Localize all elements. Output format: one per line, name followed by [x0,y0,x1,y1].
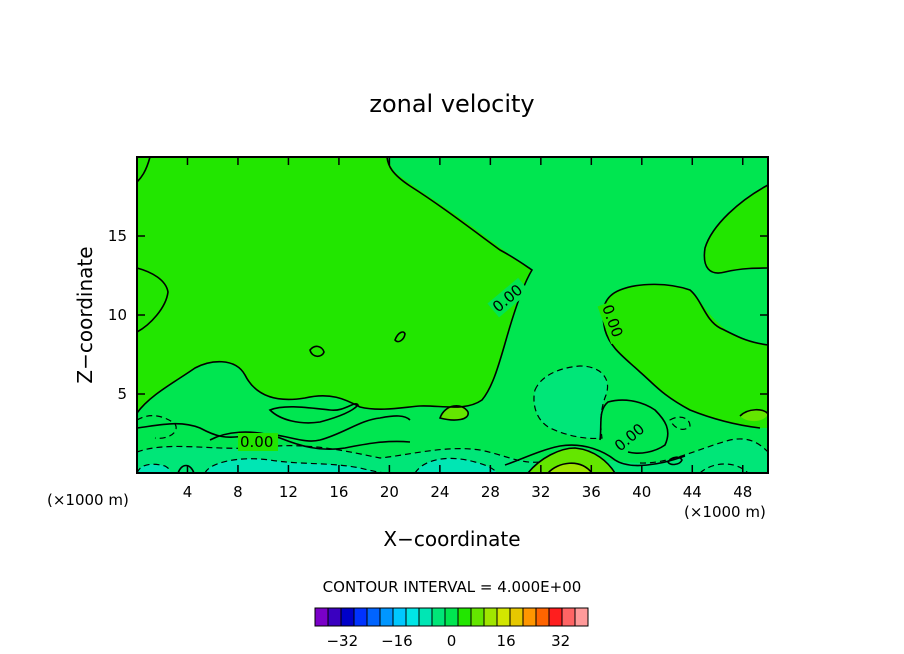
contour-interval-label: CONTOUR INTERVAL = 4.000E+00 [323,578,582,596]
colorbar-tick-label-3: 16 [497,632,516,650]
y-tick-label-1: 10 [108,306,127,324]
y-tick-label-2: 15 [108,227,127,245]
contour-zero-patch-c [438,405,469,421]
colorbar-swatch-17 [535,607,550,627]
contour-neg4-left [136,445,541,463]
contour-zero-mid-right [599,399,669,454]
x-unit-right: (×1000 m) [684,503,766,521]
field-band-positive-upper-left [137,268,168,332]
x-tick-label-3: 16 [329,483,348,501]
contour-zero-patch-g [177,464,195,474]
contour-neg4-mid [533,365,609,440]
contour-positive-bottom-inner [547,462,593,474]
colorbar-swatch-11 [457,607,472,627]
colorbar-swatch-15 [509,607,524,627]
contour-zero-top-left [136,156,151,183]
chart-title: zonal velocity [369,90,534,118]
field-band-positive-bottom [528,448,615,473]
contour-neg8-bottom-4 [699,463,749,474]
colorbar-swatch-20 [574,607,589,627]
colorbar-tick-label-4: 32 [551,632,570,650]
x-tick-label-7: 32 [531,483,550,501]
y-axis-label: Z−coordinate [73,246,97,383]
colorbar-swatch-6 [392,607,407,627]
colorbar [314,607,589,627]
contour-label-0: 0.00 [238,433,278,451]
colorbar-swatch-2 [340,607,355,627]
colorbar-swatch-5 [379,607,394,627]
x-tick-label-6: 28 [481,483,500,501]
colorbar-swatch-12 [470,607,485,627]
colorbar-tick-label-2: 0 [447,632,457,650]
contour-zero-patch-d [739,408,769,417]
y-axis: 5 10 15 [108,227,768,403]
contour-zero-lower-2 [209,431,411,451]
field-band-mid-negative-2 [415,458,497,473]
colorbar-tick-label-1: −16 [381,632,413,650]
colorbar-ticks: −32 −16 0 16 32 [326,632,570,650]
colorbar-swatch-16 [522,607,537,627]
x-tick-label-10: 44 [683,483,702,501]
contour-neg4-upper-left [136,415,177,439]
contour-neg4-upper-right [669,416,691,430]
y-tick-label-0: 5 [117,385,127,403]
contour-neg8-bottom-3 [136,463,171,474]
x-tick-label-1: 8 [233,483,243,501]
contour-neg4-right [639,438,769,464]
colorbar-swatch-8 [418,607,433,627]
colorbar-swatch-4 [366,607,381,627]
contour-zero-upper-right [703,184,769,274]
field-band-positive-patch-right [740,409,768,422]
x-axis: 4 8 12 16 20 24 28 32 36 40 44 48 [183,157,752,501]
colorbar-swatch-19 [561,607,576,627]
colorbar-swatch-9 [431,607,446,627]
x-tick-label-2: 12 [279,483,298,501]
contour-zero-upper-left [136,267,169,333]
colorbar-swatch-0 [314,607,329,627]
x-tick-label-11: 48 [733,483,752,501]
colorbar-swatch-14 [496,607,511,627]
x-unit-left: (×1000 m) [47,491,129,509]
colorbar-swatch-13 [483,607,498,627]
contour-label-0-text: 0.00 [240,433,273,451]
contour-zero-lower [136,415,411,442]
contour-lines-negative [136,365,769,474]
colorbar-swatch-10 [444,607,459,627]
contour-lines [136,156,769,474]
colorbar-swatch-18 [548,607,563,627]
contour-zero-patch-a [309,345,325,358]
colorbar-tick-label-0: −32 [326,632,358,650]
x-tick-label-4: 20 [380,483,399,501]
field-band-mid-negative [205,458,390,473]
field-band-weak-negative-mid [533,366,608,439]
x-tick-label-8: 36 [582,483,601,501]
x-tick-label-9: 40 [632,483,651,501]
x-tick-label-5: 24 [430,483,449,501]
x-tick-label-0: 4 [183,483,193,501]
contour-zero-patch-e [268,403,359,424]
plot-area: 0.00 0.00 0.00 0.00 [136,156,769,474]
contour-neg8-bottom-2 [414,457,498,474]
field-band-negative [137,157,768,473]
contour-zero-bottom [504,444,686,467]
contour-zero-patch-b [394,331,406,343]
colorbar-swatch-1 [327,607,342,627]
contour-positive-bottom [527,447,616,474]
colorbar-swatch-7 [405,607,420,627]
field-band-mid-negative-3 [137,464,171,473]
x-axis-label: X−coordinate [383,527,520,551]
colorbar-swatch-3 [353,607,368,627]
